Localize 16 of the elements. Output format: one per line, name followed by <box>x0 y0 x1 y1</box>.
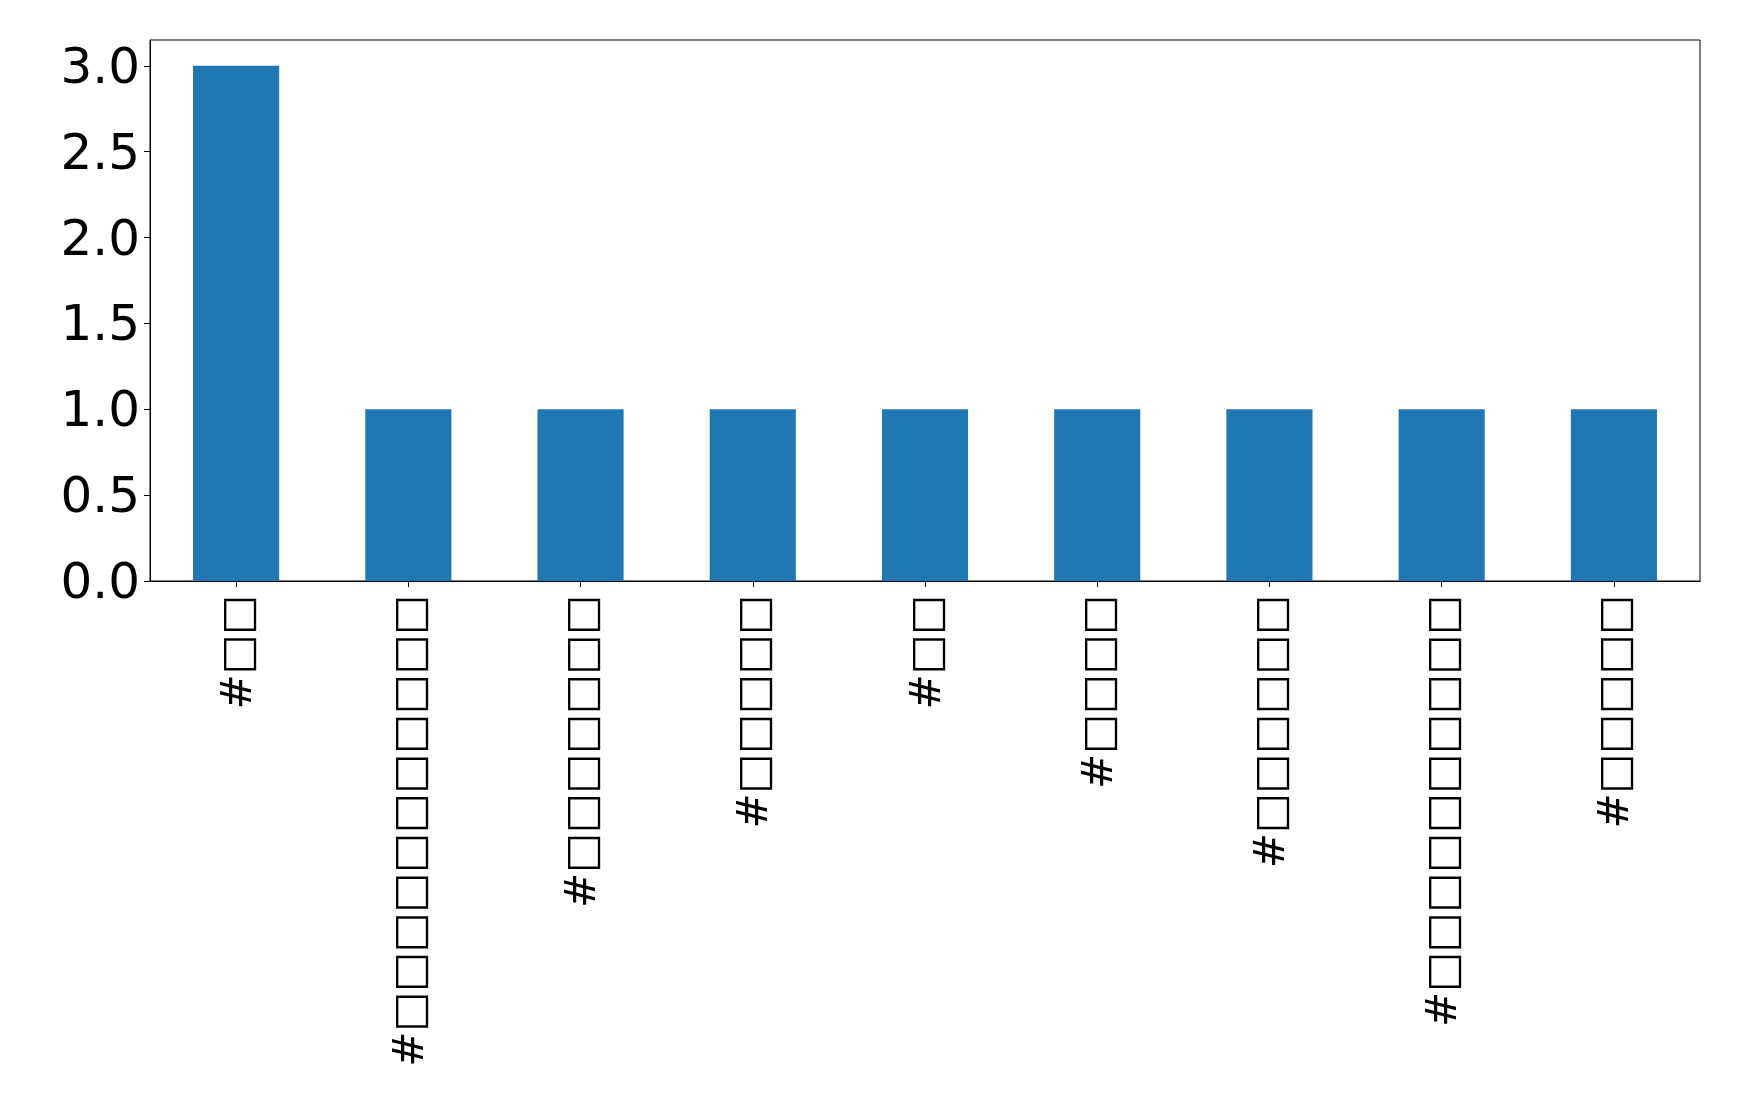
y-tick-label: 0.5 <box>60 466 140 525</box>
x-tick-label: #□□□□ <box>1072 595 1122 789</box>
x-tick-label: #□□□□□ <box>1589 595 1639 829</box>
x-tick-label: #□□□□□□□□□□□ <box>383 595 433 1067</box>
x-tick-label: #□□□□□ <box>728 595 778 829</box>
y-tick-label: 3.0 <box>60 36 140 95</box>
y-tick-label: 1.0 <box>60 380 140 439</box>
y-tick-label: 0.0 <box>60 552 140 610</box>
y-tick-label: 1.5 <box>60 294 140 353</box>
x-tick-label: #□□□□□□ <box>1244 595 1294 869</box>
y-tick-label: 2.5 <box>60 122 140 181</box>
x-tick-label: #□□ <box>211 595 261 710</box>
x-tick-label: #□□ <box>900 595 950 710</box>
x-tick-label: #□□□□□□□ <box>556 595 606 908</box>
x-tick-label: #□□□□□□□□□□ <box>1417 595 1467 1028</box>
y-tick-label: 2.0 <box>60 208 140 267</box>
